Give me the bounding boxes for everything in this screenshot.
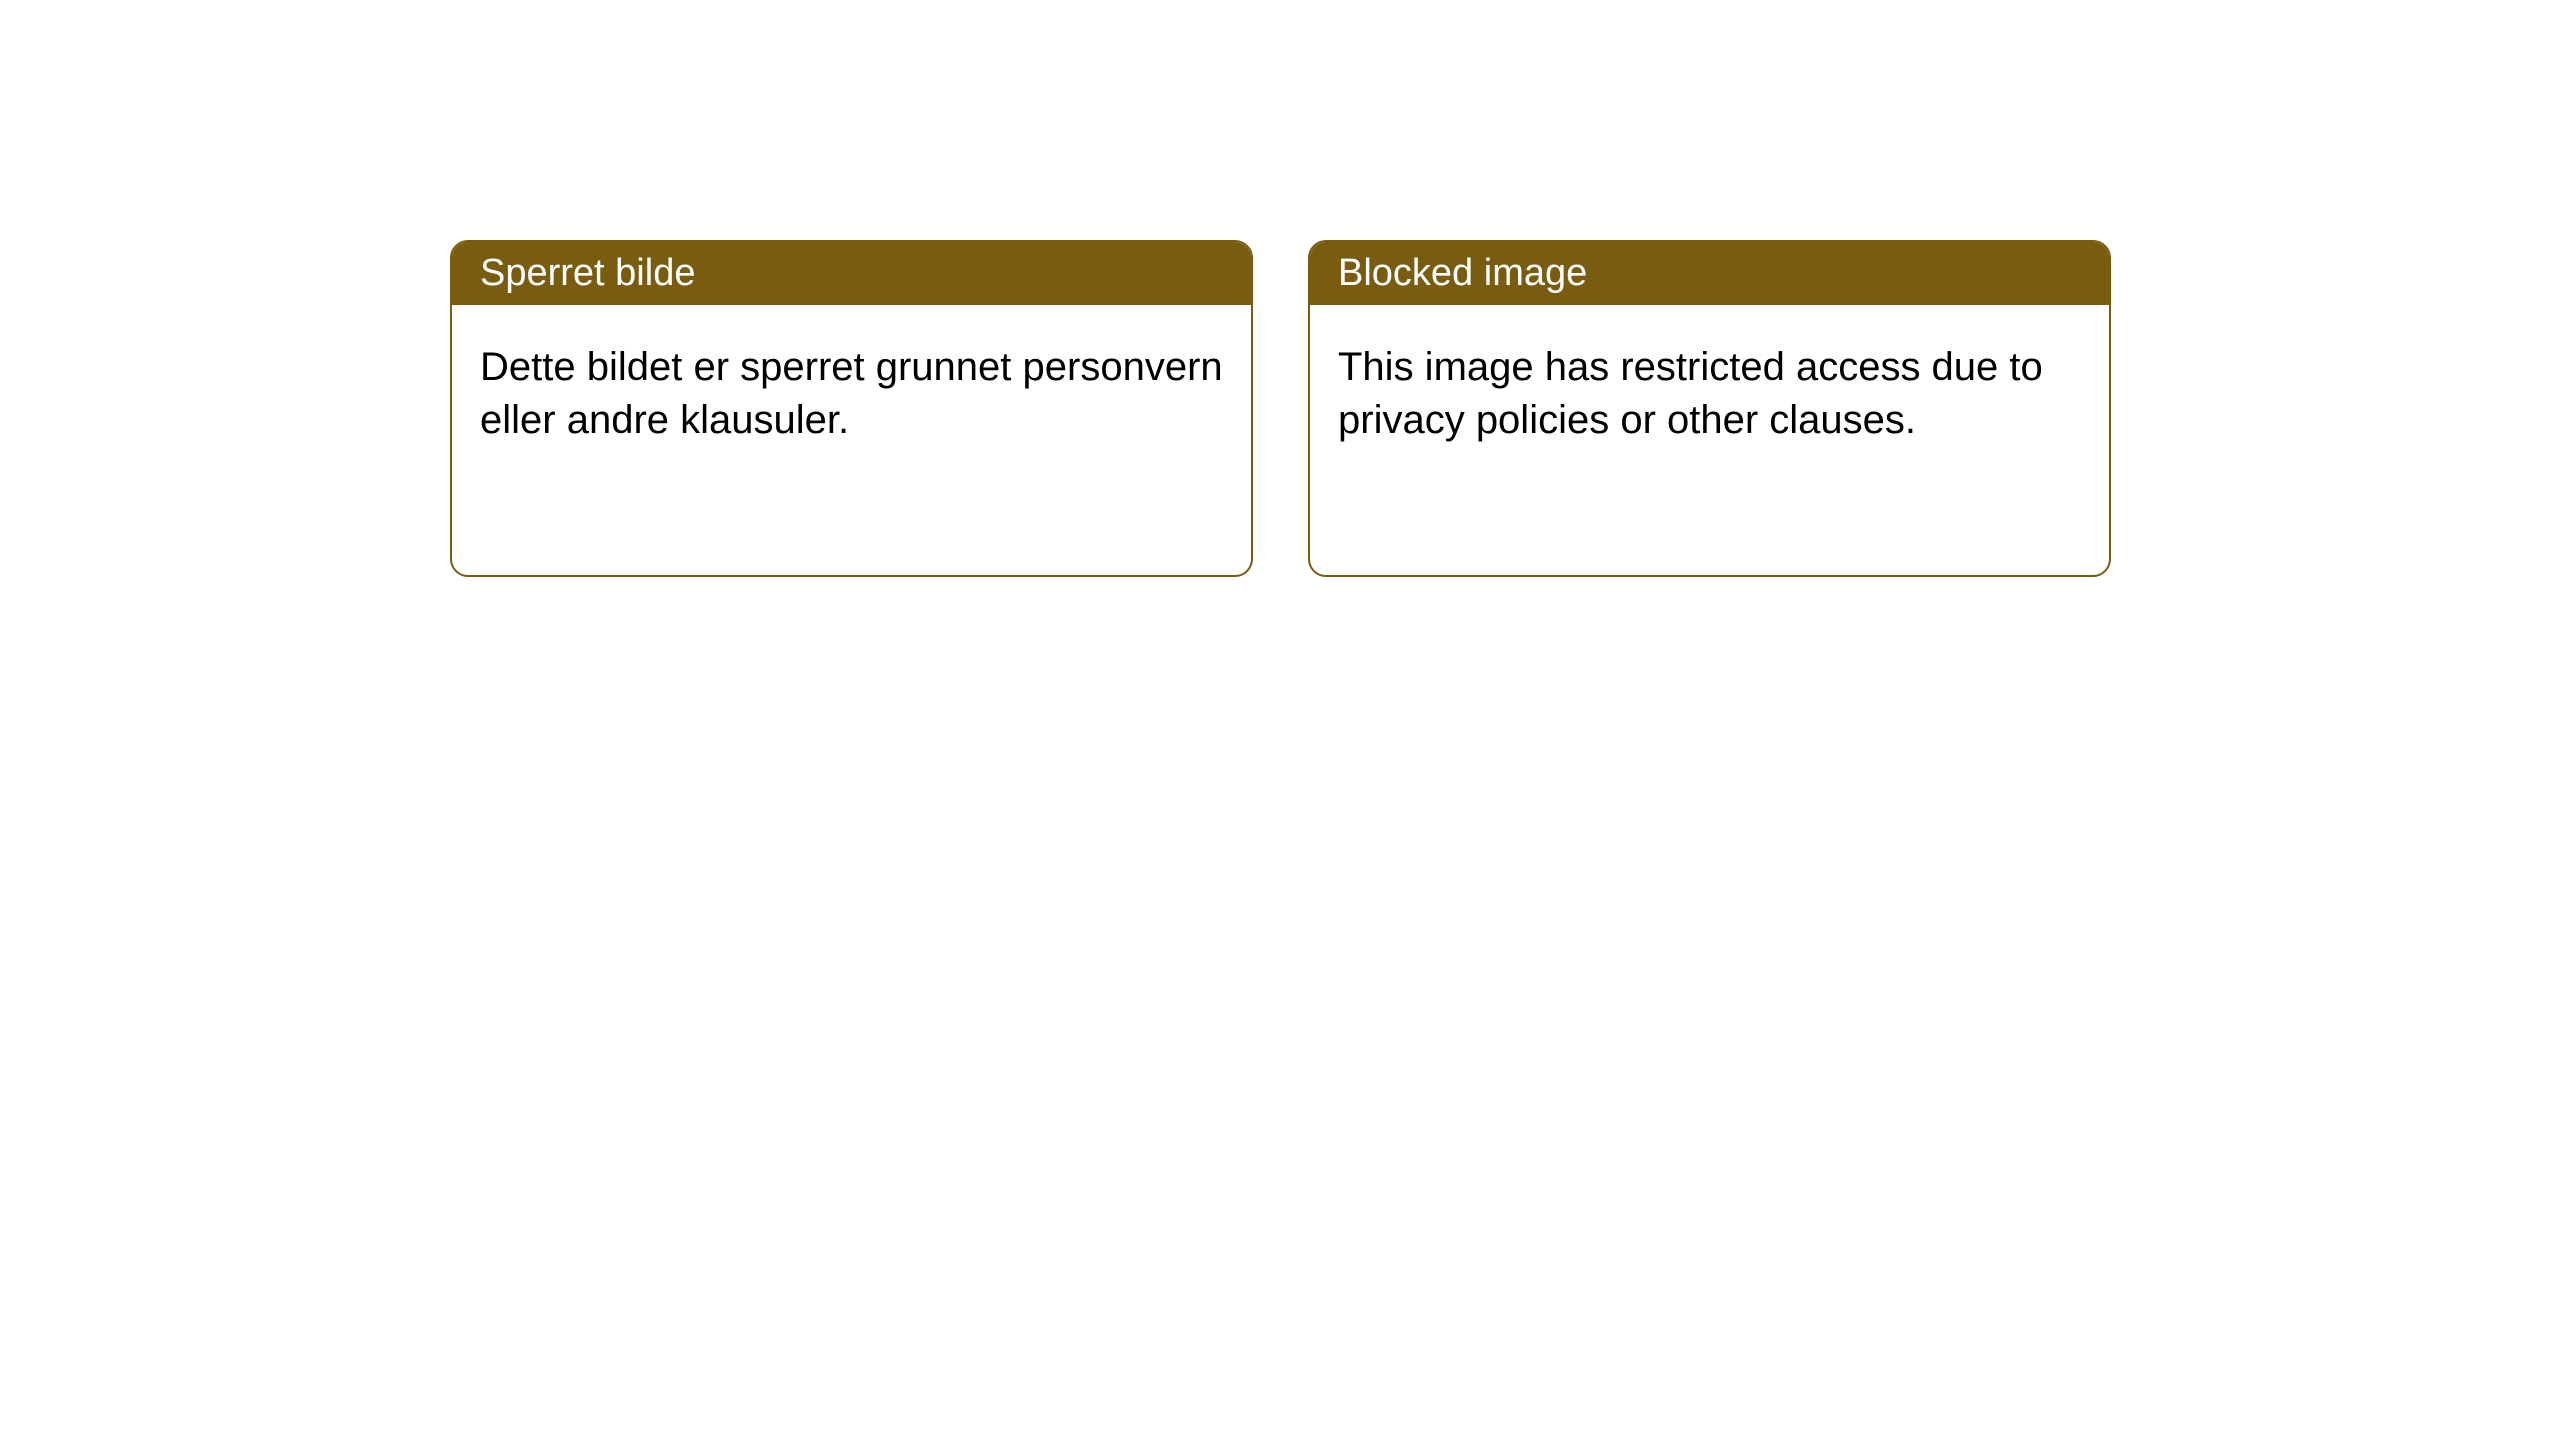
blocked-image-card-en: Blocked image This image has restricted … xyxy=(1308,240,2111,577)
card-header: Sperret bilde xyxy=(452,242,1251,305)
card-title: Sperret bilde xyxy=(480,252,695,294)
blocked-image-card-no: Sperret bilde Dette bildet er sperret gr… xyxy=(450,240,1253,577)
card-body: Dette bildet er sperret grunnet personve… xyxy=(452,305,1251,483)
card-title: Blocked image xyxy=(1338,252,1587,294)
card-body-text: This image has restricted access due to … xyxy=(1338,345,2043,442)
notice-container: Sperret bilde Dette bildet er sperret gr… xyxy=(0,0,2560,577)
card-header: Blocked image xyxy=(1310,242,2109,305)
card-body-text: Dette bildet er sperret grunnet personve… xyxy=(480,345,1223,442)
card-body: This image has restricted access due to … xyxy=(1310,305,2109,483)
